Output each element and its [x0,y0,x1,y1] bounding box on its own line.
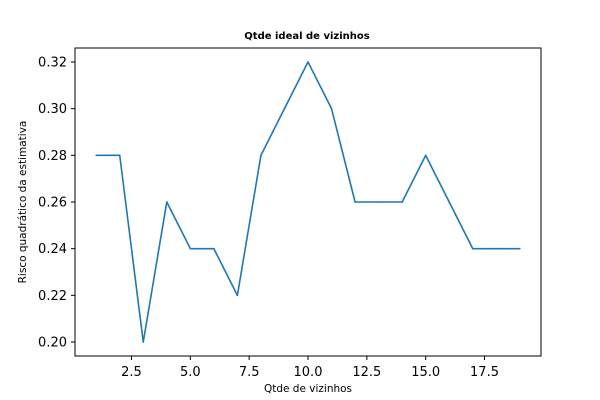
data-point [424,154,427,157]
x-tick-label: 2.5 [121,365,142,380]
chart-title: Qtde ideal de vizinhos [244,31,369,42]
data-point [118,154,121,157]
x-tick-label: 17.5 [470,365,499,380]
data-point [236,294,239,297]
y-tick-label: 0.26 [38,196,67,211]
x-axis: 2.5 5.0 7.5 10.0 12.5 15.0 17.5 [121,356,499,380]
y-axis-label: Risco quadrático da estimativa [17,121,29,284]
y-axis: 0.20 0.22 0.24 0.26 0.28 0.30 0.32 [38,56,75,351]
y-tick-label: 0.30 [38,102,67,117]
data-point [401,201,403,203]
data-point [354,201,356,203]
data-point [330,107,333,110]
data-point [95,154,97,157]
plot-area-frame [74,47,542,357]
x-tick-label: 10.0 [294,365,323,380]
y-tick-label: 0.22 [38,289,67,304]
x-axis-label: Qtde de vizinhos [264,383,352,395]
data-point [495,247,498,250]
data-point [260,154,262,157]
y-tick-label: 0.20 [38,336,67,351]
data-point [142,341,145,343]
series-line [96,61,520,343]
x-tick-label: 7.5 [239,365,260,380]
data-point [471,247,474,250]
data-point [283,107,286,110]
x-tick-label: 15.0 [411,365,440,380]
series-layer [95,61,521,343]
data-point [213,247,215,250]
data-point [377,201,380,203]
data-point [519,247,521,250]
y-tick-label: 0.32 [38,56,67,71]
data-point [189,247,192,250]
x-tick-label: 12.5 [352,365,381,380]
y-tick-label: 0.28 [38,149,67,164]
data-point [307,61,309,63]
y-tick-label: 0.24 [38,242,67,257]
data-point [165,201,168,203]
x-tick-label: 5.0 [180,365,201,380]
data-point [448,201,451,203]
